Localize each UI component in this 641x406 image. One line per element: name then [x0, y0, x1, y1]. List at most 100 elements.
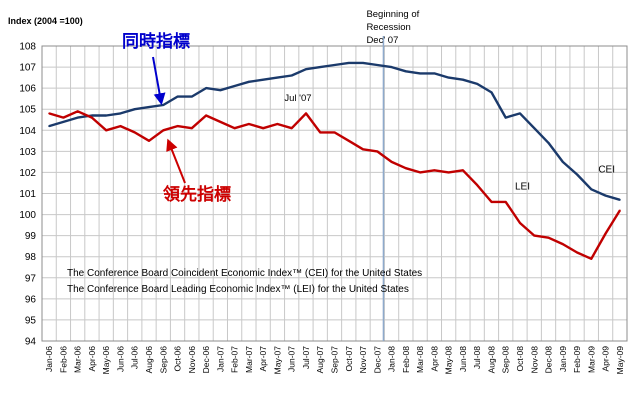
x-tick-label: May-08 — [444, 346, 454, 375]
data-point-lei — [190, 127, 193, 130]
data-point-lei — [490, 201, 493, 203]
x-tick-label: Jan-06 — [44, 346, 54, 372]
data-point-lei — [590, 257, 593, 260]
x-tick-label: May-07 — [272, 346, 282, 375]
y-tick-label: 97 — [25, 273, 37, 284]
data-point-cei — [262, 78, 265, 81]
data-point-lei — [447, 171, 450, 174]
data-point-cei — [433, 72, 436, 75]
data-point-cei — [604, 194, 607, 197]
lei-arrow — [166, 138, 186, 184]
x-tick-label: Dec-08 — [544, 346, 554, 374]
data-point-cei — [347, 61, 350, 64]
data-point-lei — [219, 120, 222, 123]
y-tick-label: 96 — [25, 294, 37, 305]
y-tick-label: 104 — [19, 126, 36, 137]
lei-chinese-label: 領先指標 — [163, 184, 231, 204]
x-tick-label: Dec-06 — [201, 346, 211, 374]
data-point-cei — [462, 78, 464, 81]
data-point-lei — [604, 232, 607, 235]
recession-label: Dec' 07 — [366, 35, 398, 46]
y-tick-label: 98 — [25, 252, 37, 263]
series — [48, 61, 621, 260]
data-point-lei — [233, 127, 236, 130]
x-tick-label: Mar-09 — [586, 346, 596, 373]
recession-label: Recession — [366, 22, 410, 33]
data-point-cei — [233, 85, 236, 87]
x-tick-label: May-09 — [615, 346, 625, 375]
plot-border — [41, 45, 628, 342]
data-point-lei — [547, 236, 550, 239]
y-tick-label: 100 — [19, 210, 36, 221]
x-tick-label: Apr-06 — [87, 346, 97, 372]
note-lei: The Conference Board Leading Economic In… — [67, 284, 409, 295]
y-tick-label: 106 — [19, 84, 36, 95]
recession-label: Beginning of — [366, 9, 419, 20]
x-tick-label: Apr-07 — [258, 346, 268, 372]
data-point-cei — [376, 64, 379, 66]
y-axis-label: Index (2004 =100) — [8, 16, 83, 26]
x-tick-label: Jun-06 — [115, 346, 125, 372]
y-tick-label: 103 — [19, 147, 36, 158]
data-point-lei — [105, 129, 108, 132]
data-point-cei — [133, 108, 136, 111]
data-point-cei — [190, 95, 193, 98]
data-point-cei — [48, 125, 51, 127]
data-point-cei — [590, 188, 593, 191]
series-label-cei: CEI — [598, 164, 615, 175]
data-point-cei — [219, 89, 222, 92]
data-point-lei — [576, 251, 578, 254]
x-tick-label: Jul-08 — [472, 346, 482, 369]
x-tick-labels: Jan-06 Feb-06 Mar-06 Apr-06 May-06 Jun-06 Jul-… — [44, 346, 625, 375]
data-point-lei — [419, 171, 422, 174]
y-tick-label: 101 — [19, 189, 36, 200]
gridlines — [41, 45, 628, 342]
x-tick-label: Feb-09 — [572, 346, 582, 373]
data-point-lei — [62, 116, 65, 119]
data-point-cei — [319, 66, 322, 68]
data-point-cei — [504, 116, 507, 119]
x-tick-label: Jun-08 — [458, 346, 468, 372]
x-tick-label: Jul-07 — [301, 346, 311, 369]
data-point-lei — [462, 169, 464, 172]
data-point-cei — [305, 68, 307, 71]
x-tick-label: Jan-07 — [215, 346, 225, 372]
y-tick-label: 108 — [19, 42, 36, 53]
data-point-cei — [490, 91, 493, 94]
data-point-cei — [390, 66, 393, 68]
data-point-cei — [547, 142, 550, 144]
data-point-cei — [148, 106, 150, 109]
data-point-lei — [205, 114, 207, 117]
x-tick-label: Dec-07 — [372, 346, 382, 374]
series-label-lei: LEI — [515, 181, 530, 192]
data-point-cei — [91, 114, 93, 117]
x-tick-label: Feb-07 — [230, 346, 240, 373]
data-point-lei — [333, 131, 336, 134]
data-point-lei — [319, 131, 322, 134]
y-tick-label: 107 — [19, 63, 36, 74]
x-tick-label: Feb-08 — [401, 346, 411, 373]
x-tick-label: Oct-08 — [515, 346, 525, 372]
cei-arrow — [152, 56, 166, 106]
data-point-cei — [105, 114, 108, 117]
data-point-cei — [576, 173, 578, 176]
data-point-lei — [533, 234, 536, 237]
y-tick-label: 94 — [25, 337, 37, 348]
data-point-cei — [290, 74, 293, 77]
x-tick-label: Jul-06 — [130, 346, 140, 369]
data-point-lei — [76, 110, 79, 113]
data-point-cei — [533, 127, 536, 130]
data-point-lei — [247, 123, 250, 125]
x-tick-label: Sep-07 — [330, 346, 340, 374]
y-tick-label: 99 — [25, 231, 37, 242]
x-tick-label: Nov-08 — [529, 346, 539, 374]
data-point-lei — [119, 125, 122, 127]
data-point-lei — [390, 160, 393, 163]
data-point-cei — [362, 61, 364, 64]
data-point-lei — [347, 139, 350, 142]
data-point-lei — [404, 167, 407, 170]
data-point-cei — [618, 198, 621, 201]
data-point-cei — [476, 83, 479, 85]
